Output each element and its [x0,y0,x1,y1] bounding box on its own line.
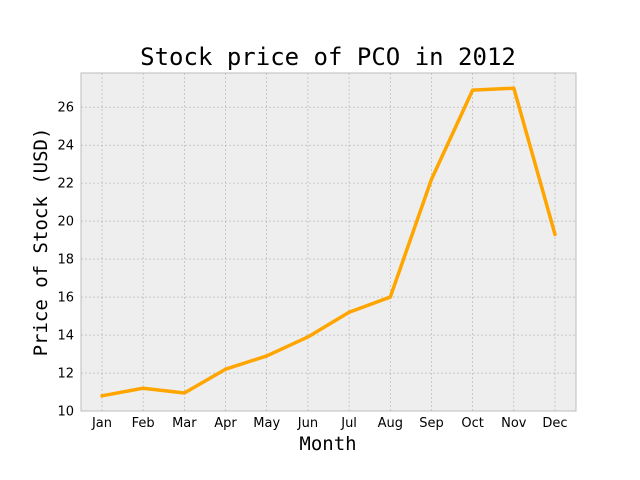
x-axis-label: Month [299,433,356,455]
x-axis-ticks: Jan Feb Mar Apr May Jun Jul Aug Sep Oct Nov Dec [91,416,568,431]
grid-lines [81,73,576,412]
data-point [100,394,104,398]
y-axis-label: Price of Stock (USD) [30,128,52,357]
x-tick-label: Nov [501,416,527,431]
x-tick-label: Feb [132,416,155,431]
series-layer [100,86,557,398]
data-point [512,86,516,90]
x-tick-label: Jan [91,416,112,431]
x-tick-label: Apr [214,416,237,431]
x-tick-label: Sep [419,416,444,431]
data-point [471,88,475,92]
data-point [388,295,392,299]
y-tick-label: 14 [57,329,74,344]
y-tick-label: 22 [57,177,74,192]
x-tick-label: Dec [542,416,567,431]
data-point [265,354,269,358]
x-tick-label: Aug [378,416,403,431]
x-tick-label: Oct [461,416,483,431]
y-tick-label: 26 [57,101,74,116]
data-point [182,391,186,395]
series-line [100,86,557,398]
y-tick-label: 24 [57,139,74,154]
data-point [224,367,228,371]
plot-frame [80,72,577,412]
y-tick-label: 20 [57,215,74,230]
y-tick-label: 10 [57,405,74,420]
chart-title: Stock price of PCO in 2012 [140,43,516,71]
x-tick-label: Mar [172,416,197,431]
plot-area [81,73,576,411]
data-point [347,310,351,314]
y-tick-label: 18 [57,253,74,268]
data-point [141,386,145,390]
x-tick-label: May [253,416,280,431]
x-tick-label: Jul [340,416,357,431]
y-axis-ticks: 10 12 14 16 18 20 22 24 26 [57,101,74,420]
data-point [429,177,433,181]
y-tick-label: 12 [57,367,74,382]
x-tick-label: Jun [297,416,318,431]
data-point [306,335,310,339]
y-tick-label: 16 [57,291,74,306]
data-point [553,232,557,236]
